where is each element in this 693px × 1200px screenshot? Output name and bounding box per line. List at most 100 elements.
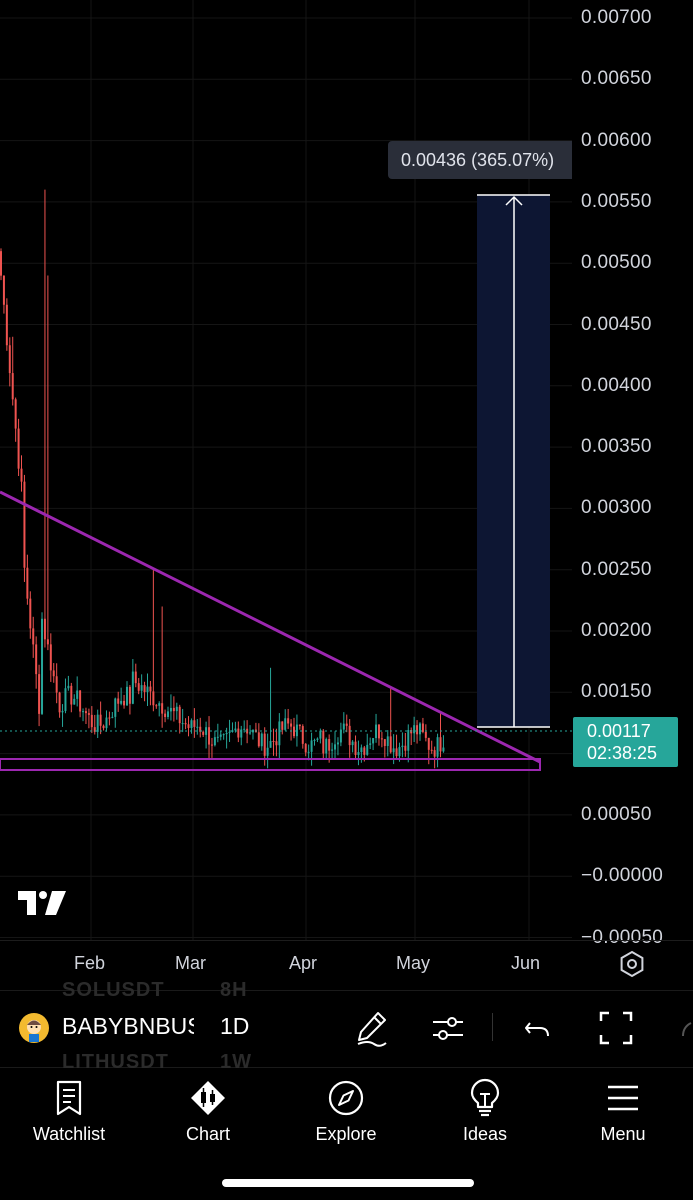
- candle-body: [5, 304, 8, 346]
- chart-settings-icon[interactable]: [617, 949, 647, 979]
- candle-body: [392, 748, 395, 753]
- bottom-navigation: Watchlist Chart Explore Ideas: [0, 1066, 693, 1200]
- candle-body: [354, 741, 357, 755]
- candle-body: [410, 730, 413, 734]
- candle-body: [257, 732, 260, 747]
- candle-body: [164, 713, 167, 717]
- candle-body: [304, 743, 307, 753]
- candle-body: [199, 726, 202, 732]
- candle-body: [49, 644, 52, 671]
- candle-body: [158, 703, 161, 706]
- candle-body: [407, 730, 410, 751]
- candle-body: [319, 730, 322, 739]
- price-axis-label: 0.00600: [581, 129, 652, 151]
- candle-body: [234, 728, 237, 731]
- candle-body: [38, 674, 41, 714]
- nav-menu[interactable]: Menu: [563, 1078, 683, 1145]
- fullscreen-icon[interactable]: [598, 1009, 634, 1047]
- candle-body: [216, 736, 219, 738]
- price-axis-label: −0.00000: [581, 865, 664, 887]
- symbol-selector[interactable]: BABYBNBUSDT: [62, 1013, 194, 1039]
- nav-ideas[interactable]: Ideas: [425, 1078, 545, 1145]
- candle-body: [284, 718, 287, 730]
- candle-body: [55, 676, 58, 693]
- candle-body: [263, 733, 266, 756]
- hamburger-menu-icon: [608, 1085, 638, 1111]
- candle-body: [52, 670, 55, 677]
- candle-body: [0, 251, 2, 276]
- candle-body: [143, 685, 146, 693]
- price-axis-label: 0.00200: [581, 620, 652, 641]
- candle-body: [23, 481, 26, 568]
- candle-body: [93, 727, 96, 732]
- candle-body: [196, 726, 199, 728]
- candle-body: [35, 644, 38, 675]
- candle-body: [430, 749, 433, 751]
- indicators-sliders-icon[interactable]: [430, 1009, 466, 1047]
- candle-body: [167, 711, 170, 717]
- more-tools-icon[interactable]: [678, 1009, 693, 1047]
- candle-body: [8, 345, 11, 374]
- candle-body: [108, 717, 111, 719]
- month-label: Feb: [74, 953, 106, 973]
- candle-body: [210, 744, 213, 746]
- candle-body: [202, 731, 205, 735]
- price-axis-label: 0.00400: [581, 374, 652, 396]
- candle-body: [348, 725, 351, 746]
- drawing-pen-icon[interactable]: [354, 1009, 390, 1047]
- candle-body: [152, 691, 155, 706]
- candle-body: [269, 740, 272, 748]
- chart-toolbar: SOLUSDT 8H LITHUSDT 1W BABYBNBUSDT 1D: [0, 979, 693, 1073]
- nav-label: Ideas: [462, 1124, 508, 1144]
- descending-trendline[interactable]: [0, 490, 541, 764]
- candle-body: [175, 706, 178, 712]
- candle-body: [169, 707, 172, 712]
- candle-body: [290, 723, 293, 727]
- candle-body: [58, 692, 61, 713]
- nav-chart[interactable]: Chart: [148, 1078, 268, 1145]
- candle-body: [67, 685, 70, 689]
- candle-body: [272, 740, 275, 742]
- ghost-interval: 1W: [220, 1051, 252, 1073]
- bar-countdown: 02:38:25: [587, 743, 658, 763]
- last-price-value: 0.00117: [587, 721, 651, 741]
- nav-watchlist[interactable]: Watchlist: [9, 1078, 129, 1145]
- candle-body: [184, 723, 187, 725]
- candle-body: [111, 716, 114, 718]
- measure-label: 0.00436 (365.07%): [388, 141, 572, 179]
- price-chart[interactable]: [0, 0, 693, 940]
- chart-area[interactable]: 0.00700 0.00650 0.00600 0.00550 0.00500 0.004…: [0, 0, 693, 948]
- interval-selector[interactable]: 1D: [220, 1013, 250, 1039]
- candle-body: [172, 707, 175, 712]
- candle-body: [137, 683, 140, 691]
- candle-body: [424, 731, 427, 738]
- nav-explore[interactable]: Explore: [286, 1078, 406, 1145]
- month-label: Jun: [511, 953, 541, 973]
- support-zone[interactable]: [0, 758, 541, 771]
- ghost-interval: 8H: [220, 979, 248, 1001]
- candle-body: [181, 723, 184, 725]
- candle-body: [102, 725, 105, 729]
- candle-body: [17, 428, 20, 469]
- candle-body: [178, 706, 181, 724]
- candle-body: [140, 685, 143, 691]
- candle-body: [240, 729, 243, 738]
- candle-body: [421, 723, 424, 732]
- candle-body: [401, 745, 404, 748]
- candle-body: [155, 705, 158, 707]
- nav-label: Watchlist: [32, 1124, 106, 1144]
- watchlist-icon: [56, 1080, 82, 1116]
- candle-body: [131, 671, 134, 704]
- symbol-avatar[interactable]: [19, 1013, 49, 1043]
- candle-body: [325, 739, 328, 754]
- time-axis[interactable]: Feb Mar Apr May Jun: [0, 940, 693, 989]
- candle-body: [190, 720, 193, 728]
- candle-body: [79, 690, 82, 712]
- candle-body: [301, 726, 304, 744]
- nav-label: Chart: [185, 1124, 230, 1144]
- undo-icon[interactable]: [522, 1009, 554, 1047]
- candle-body: [275, 741, 278, 746]
- candle-body: [316, 738, 319, 740]
- candle-body: [427, 737, 430, 750]
- candle-body: [117, 698, 120, 704]
